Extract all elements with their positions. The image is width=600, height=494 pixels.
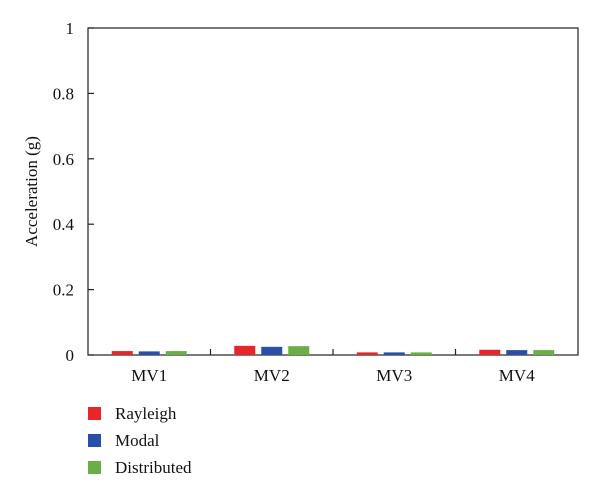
bar-distributed-mv2	[288, 346, 310, 355]
bar-distributed-mv1	[165, 351, 187, 355]
y-tick-label: 1	[66, 19, 75, 38]
y-tick-label: 0.6	[53, 150, 74, 169]
x-tick-label: MV4	[499, 366, 535, 385]
legend-swatch	[88, 461, 101, 474]
x-tick-label: MV2	[254, 366, 290, 385]
bar-rayleigh-mv3	[356, 352, 378, 355]
plot-frame	[87, 27, 579, 356]
legend: Rayleigh Modal Distributed	[88, 400, 192, 481]
plot-area: 0 0.2 0.4 0.6 0.8 1 MV1 MV2 MV3 MV4	[53, 19, 579, 385]
y-tick-label: 0.8	[53, 84, 74, 103]
legend-label: Distributed	[115, 457, 192, 477]
bar-distributed-mv4	[533, 350, 555, 355]
bar-rayleigh-mv2	[234, 345, 256, 355]
bar-distributed-mv3	[410, 352, 432, 355]
x-tick-label: MV1	[131, 366, 167, 385]
legend-item-modal: Modal	[88, 427, 192, 454]
legend-item-rayleigh: Rayleigh	[88, 400, 192, 427]
bar-modal-mv2	[261, 346, 283, 355]
y-tick-label: 0.2	[53, 281, 74, 300]
y-tick-label: 0.4	[53, 215, 75, 234]
bar-rayleigh-mv4	[479, 349, 501, 355]
y-tick-label: 0	[66, 346, 75, 365]
bar-modal-mv3	[383, 352, 405, 355]
bar-modal-mv1	[138, 351, 160, 355]
x-tick-label: MV3	[376, 366, 412, 385]
legend-label: Rayleigh	[115, 403, 177, 423]
y-axis-title: Acceleration (g)	[22, 136, 41, 247]
bar-modal-mv4	[506, 350, 528, 355]
legend-swatch	[88, 434, 101, 447]
bar-rayleigh-mv1	[111, 351, 133, 355]
legend-label: Modal	[115, 430, 160, 450]
legend-swatch	[88, 407, 101, 420]
legend-item-distributed: Distributed	[88, 454, 192, 481]
